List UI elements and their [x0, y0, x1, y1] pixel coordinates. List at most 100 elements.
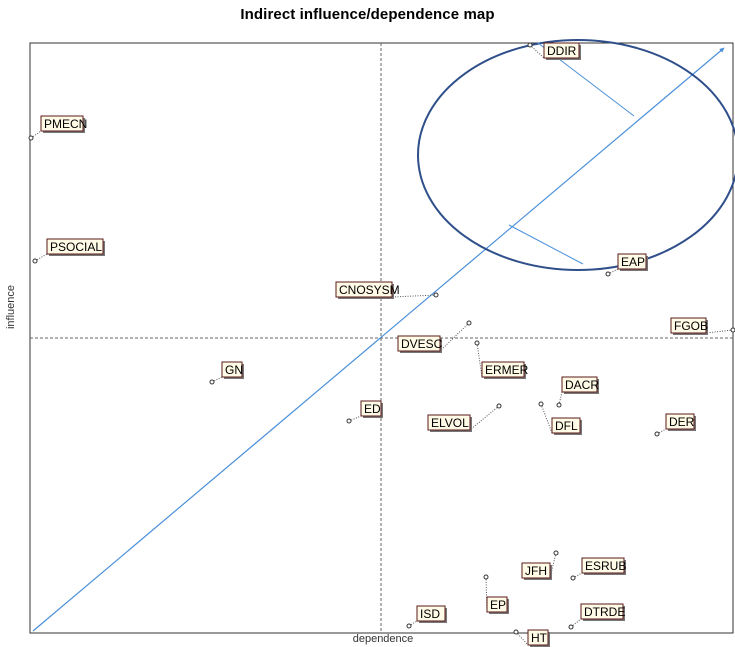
label-box — [335, 281, 393, 298]
point-marker — [605, 271, 611, 277]
point-label: PSOCIAL — [50, 240, 102, 254]
point-ep: EP — [483, 574, 509, 614]
point-label: DVESC — [401, 337, 443, 351]
leader-line — [572, 572, 583, 579]
label-box — [580, 603, 624, 620]
point-marker — [346, 418, 352, 424]
point-marker — [483, 574, 489, 580]
point-label: DER — [669, 415, 695, 429]
label-box — [561, 376, 598, 393]
point-jfh: JFH — [521, 550, 559, 580]
point-der: DER — [654, 413, 696, 437]
point-ed: ED — [346, 400, 383, 424]
points-layer: DDIR PMECN PSOCIAL EAP CNOSYSM FGOB DVESC ERMER… — [28, 42, 735, 647]
leader-line — [705, 329, 734, 334]
label-box — [521, 562, 551, 579]
label-box — [40, 115, 84, 132]
point-pmecn: PMECN — [28, 115, 87, 141]
point-label: DDIR — [547, 44, 577, 58]
point-ermer: ERMER — [474, 340, 529, 379]
point-cnosysm: CNOSYSM — [335, 281, 439, 299]
label-box — [617, 253, 647, 270]
point-marker — [527, 42, 533, 48]
point-label: ESRUB — [585, 559, 626, 573]
point-marker — [556, 402, 562, 408]
point-label: CNOSYSM — [339, 283, 400, 297]
leader-line — [570, 618, 582, 628]
point-marker — [28, 135, 34, 141]
point-marker — [32, 258, 38, 264]
point-fgob: FGOB — [670, 317, 735, 335]
label-box — [665, 413, 695, 430]
point-label: DFL — [555, 419, 578, 433]
point-label: EP — [490, 598, 506, 612]
leader-line — [485, 576, 488, 613]
label-box — [486, 596, 508, 613]
label-box — [481, 361, 525, 378]
label-box — [221, 361, 243, 378]
leader-line — [30, 130, 42, 139]
point-marker — [466, 320, 472, 326]
label-box — [397, 335, 441, 352]
trend-arrow — [32, 47, 725, 632]
label-box — [551, 417, 581, 434]
leader-line — [476, 342, 483, 378]
point-marker — [570, 575, 576, 581]
leader-line — [656, 428, 667, 435]
point-label: EAP — [621, 255, 645, 269]
point-dtrde: DTRDE — [568, 603, 625, 630]
point-marker — [496, 403, 502, 409]
leader-line — [469, 405, 500, 431]
point-gn: GN — [209, 361, 244, 385]
y-axis-label: influence — [5, 284, 17, 330]
leader-line — [540, 403, 553, 434]
point-dvesc: DVESC — [397, 320, 472, 353]
x-axis-label: dependence — [352, 633, 414, 645]
label-box — [427, 414, 471, 431]
point-marker — [568, 624, 574, 630]
leader-line — [529, 44, 545, 59]
label-box — [670, 317, 707, 334]
label-box — [527, 629, 549, 646]
point-marker — [406, 623, 412, 629]
point-esrub: ESRUB — [570, 557, 626, 581]
point-dacr: DACR — [556, 376, 599, 408]
point-label: ELVOL — [431, 416, 469, 430]
point-label: ED — [364, 402, 381, 416]
point-ht: HT — [513, 629, 550, 647]
point-label: ISD — [420, 607, 440, 621]
leader-line — [549, 552, 557, 579]
point-eap: EAP — [605, 253, 648, 277]
point-isd: ISD — [406, 605, 447, 629]
point-psocial: PSOCIAL — [32, 238, 105, 264]
point-label: PMECN — [44, 117, 87, 131]
label-box — [416, 605, 446, 622]
point-marker — [730, 327, 735, 333]
label-box — [581, 557, 625, 574]
label-box — [360, 400, 382, 417]
point-label: DACR — [565, 378, 599, 392]
highlight-ellipse — [417, 39, 735, 271]
point-label: JFH — [525, 564, 547, 578]
leader-line — [408, 620, 418, 627]
point-label: ERMER — [485, 363, 529, 377]
chart-title: Indirect influence/dependence map — [240, 6, 495, 23]
point-label: DTRDE — [584, 605, 625, 619]
point-label: HT — [531, 631, 548, 645]
point-marker — [538, 401, 544, 407]
point-label: GN — [225, 363, 243, 377]
point-marker — [474, 340, 480, 346]
leader-line — [348, 415, 362, 422]
leader-line — [607, 268, 619, 275]
point-elvol: ELVOL — [427, 403, 502, 432]
point-marker — [654, 431, 660, 437]
perpendicular-lower — [508, 224, 584, 265]
point-label: FGOB — [674, 319, 708, 333]
leader-line — [211, 376, 223, 383]
label-box — [543, 42, 580, 59]
point-marker — [553, 550, 559, 556]
label-box — [46, 238, 104, 255]
point-marker — [433, 292, 439, 298]
point-ddir: DDIR — [527, 42, 581, 60]
